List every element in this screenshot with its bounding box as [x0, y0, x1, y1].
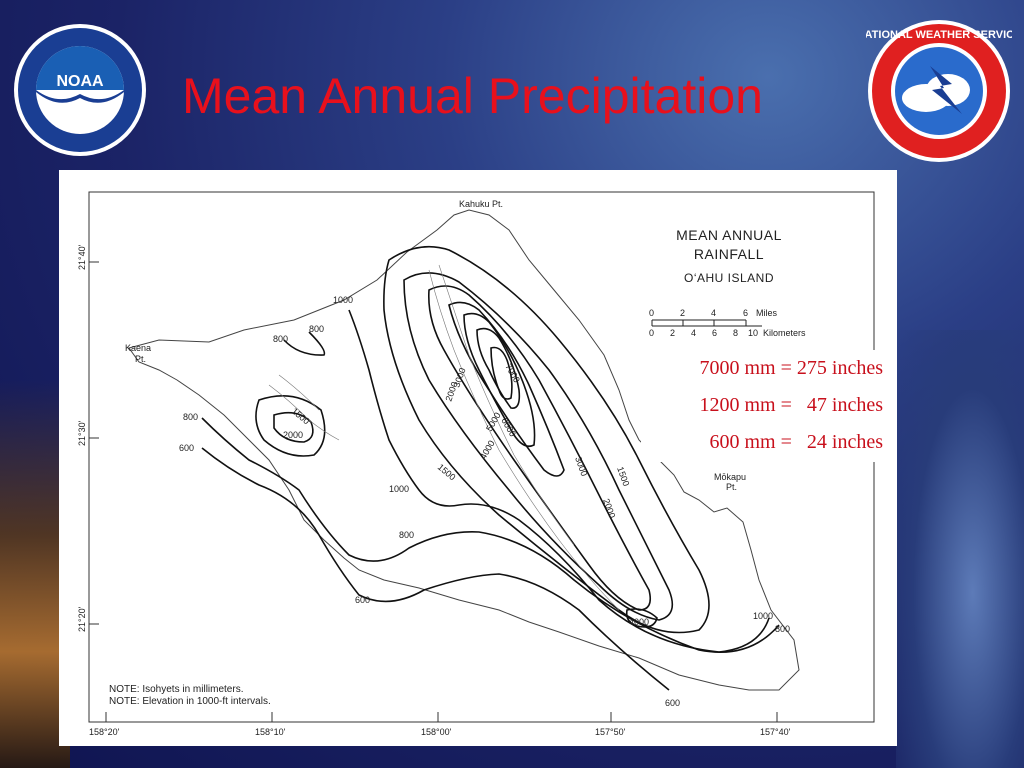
oahu-coastline [128, 209, 800, 691]
isohyet-800-west [201, 417, 780, 653]
label-kaena-line2: Pt. [135, 354, 146, 364]
scale-mile-4: 4 [711, 308, 716, 318]
isohyet-2000-west [273, 411, 314, 443]
isohyet-label-600-west: 600 [179, 443, 194, 453]
isohyet-label-1000-east: 1000 [753, 611, 773, 621]
scale-km-10: 10 [748, 328, 758, 338]
scale-mile-2: 2 [680, 308, 685, 318]
lon-157-50: 157°50' [595, 727, 626, 737]
scale-mile-6: 6 [743, 308, 748, 318]
isohyet-label-600-south: 600 [355, 595, 370, 605]
isohyet-label-2000-west: 2000 [283, 430, 303, 440]
isohyet-3000 [427, 285, 652, 611]
graticule-ticks [89, 261, 778, 722]
scale-km-unit: Kilometers [763, 328, 806, 338]
isohyet-1500-main [383, 245, 710, 634]
isohyet-label-2000-east: 2000 [601, 497, 617, 519]
isohyet-5000 [463, 312, 536, 448]
scale-mile-0: 0 [649, 308, 654, 318]
isohyet-label-3000-east: 3000 [573, 455, 589, 477]
lat-21-40: 21°40' [77, 244, 87, 270]
scale-km-2: 2 [670, 328, 675, 338]
isohyet-600-west [201, 447, 670, 691]
map-note-elevation: NOTE: Elevation in 1000-ft intervals. [109, 696, 271, 707]
isohyet-label-600-east: 600 [665, 698, 680, 708]
conversion-7000mm: 7000 mm = 275 inches [699, 357, 884, 379]
scale-bar [651, 319, 762, 327]
label-kahuku-pt: Kahuku Pt. [459, 199, 503, 209]
isohyet-label-1500-main: 1500 [436, 462, 458, 483]
isohyet-label-800-east: 800 [775, 624, 790, 634]
conversion-1200mm: 1200 mm = 47 inches [699, 394, 884, 416]
isohyet-label-800-south: 800 [399, 530, 414, 540]
map-title-line1: MEAN ANNUAL [676, 227, 782, 243]
map-title: MEAN ANNUAL RAINFALL [659, 226, 799, 264]
conversion-box: 7000 mm = 275 inches 1200 mm = 47 inches… [641, 350, 893, 462]
isohyet-label-1500-west: 1500 [290, 406, 312, 427]
isohyet-4000-south [625, 608, 658, 628]
lat-21-20: 21°20' [77, 606, 87, 632]
noaa-logo-icon: NOAA [14, 24, 146, 156]
map-drawing: Kahuku Pt. Kaena Pt. Mōkapu Pt. 0 2 4 6 … [77, 191, 875, 737]
scale-km-6: 6 [712, 328, 717, 338]
scale-km-8: 8 [733, 328, 738, 338]
rainfall-map: Kahuku Pt. Kaena Pt. Mōkapu Pt. 0 2 4 6 … [59, 170, 897, 746]
isohyet-1000 [348, 309, 770, 653]
map-title-line2: RAINFALL [693, 246, 765, 262]
noaa-logo-text: NOAA [56, 73, 104, 90]
lon-158-20: 158°20' [89, 727, 120, 737]
scale-km-0: 0 [649, 328, 654, 338]
isohyet-label-1000-nw: 1000 [333, 295, 353, 305]
isohyet-2000-main [403, 272, 674, 621]
background-storm-left [0, 380, 70, 768]
nws-logo-icon: NATIONAL WEATHER SERVICE [857, 20, 1021, 162]
isohyet-label-1000-south: 1000 [389, 484, 409, 494]
isohyet-label-4000: 4000 [478, 439, 497, 461]
isohyet-label-4000-south: 4000 [629, 617, 649, 627]
lon-158-00: 158°00' [421, 727, 452, 737]
scale-km-4: 4 [691, 328, 696, 338]
lon-158-10: 158°10' [255, 727, 286, 737]
conversion-600mm: 600 mm = 24 inches [709, 431, 884, 453]
slide-title: Mean Annual Precipitation [182, 68, 763, 124]
isohyet-1500-west [255, 394, 326, 457]
terrain-contours [268, 264, 620, 611]
lat-21-30: 21°30' [77, 420, 87, 446]
nws-ring-text: NATIONAL WEATHER SERVICE [866, 29, 1012, 41]
label-kaena-line1: Kaena [125, 343, 151, 353]
isohyet-7000 [490, 346, 513, 400]
nws-logo: NATIONAL WEATHER SERVICE [857, 18, 1021, 164]
label-mokapu-line1: Mōkapu [714, 472, 746, 482]
lon-157-40: 157°40' [760, 727, 791, 737]
isohyet-label-1500-east: 1500 [615, 465, 631, 487]
scale-miles-unit: Miles [756, 308, 778, 318]
isohyet-800-nw [283, 331, 326, 356]
isohyet-label-800-nw2: 800 [273, 334, 288, 344]
isohyet-label-2000-main: 2000 [443, 380, 459, 402]
label-mokapu-line2: Pt. [726, 482, 737, 492]
isohyet-label-800-west: 800 [183, 412, 198, 422]
isohyet-label-6000: 6000 [499, 416, 518, 438]
background-storm-right [896, 330, 1024, 768]
noaa-logo: NOAA [12, 22, 148, 158]
map-subtitle: O‘AHU ISLAND [683, 271, 775, 285]
isohyet-label-800-nw: 800 [309, 324, 324, 334]
isohyet-6000 [476, 327, 521, 409]
map-note-isohyets: NOTE: Isohyets in millimeters. [109, 684, 244, 695]
